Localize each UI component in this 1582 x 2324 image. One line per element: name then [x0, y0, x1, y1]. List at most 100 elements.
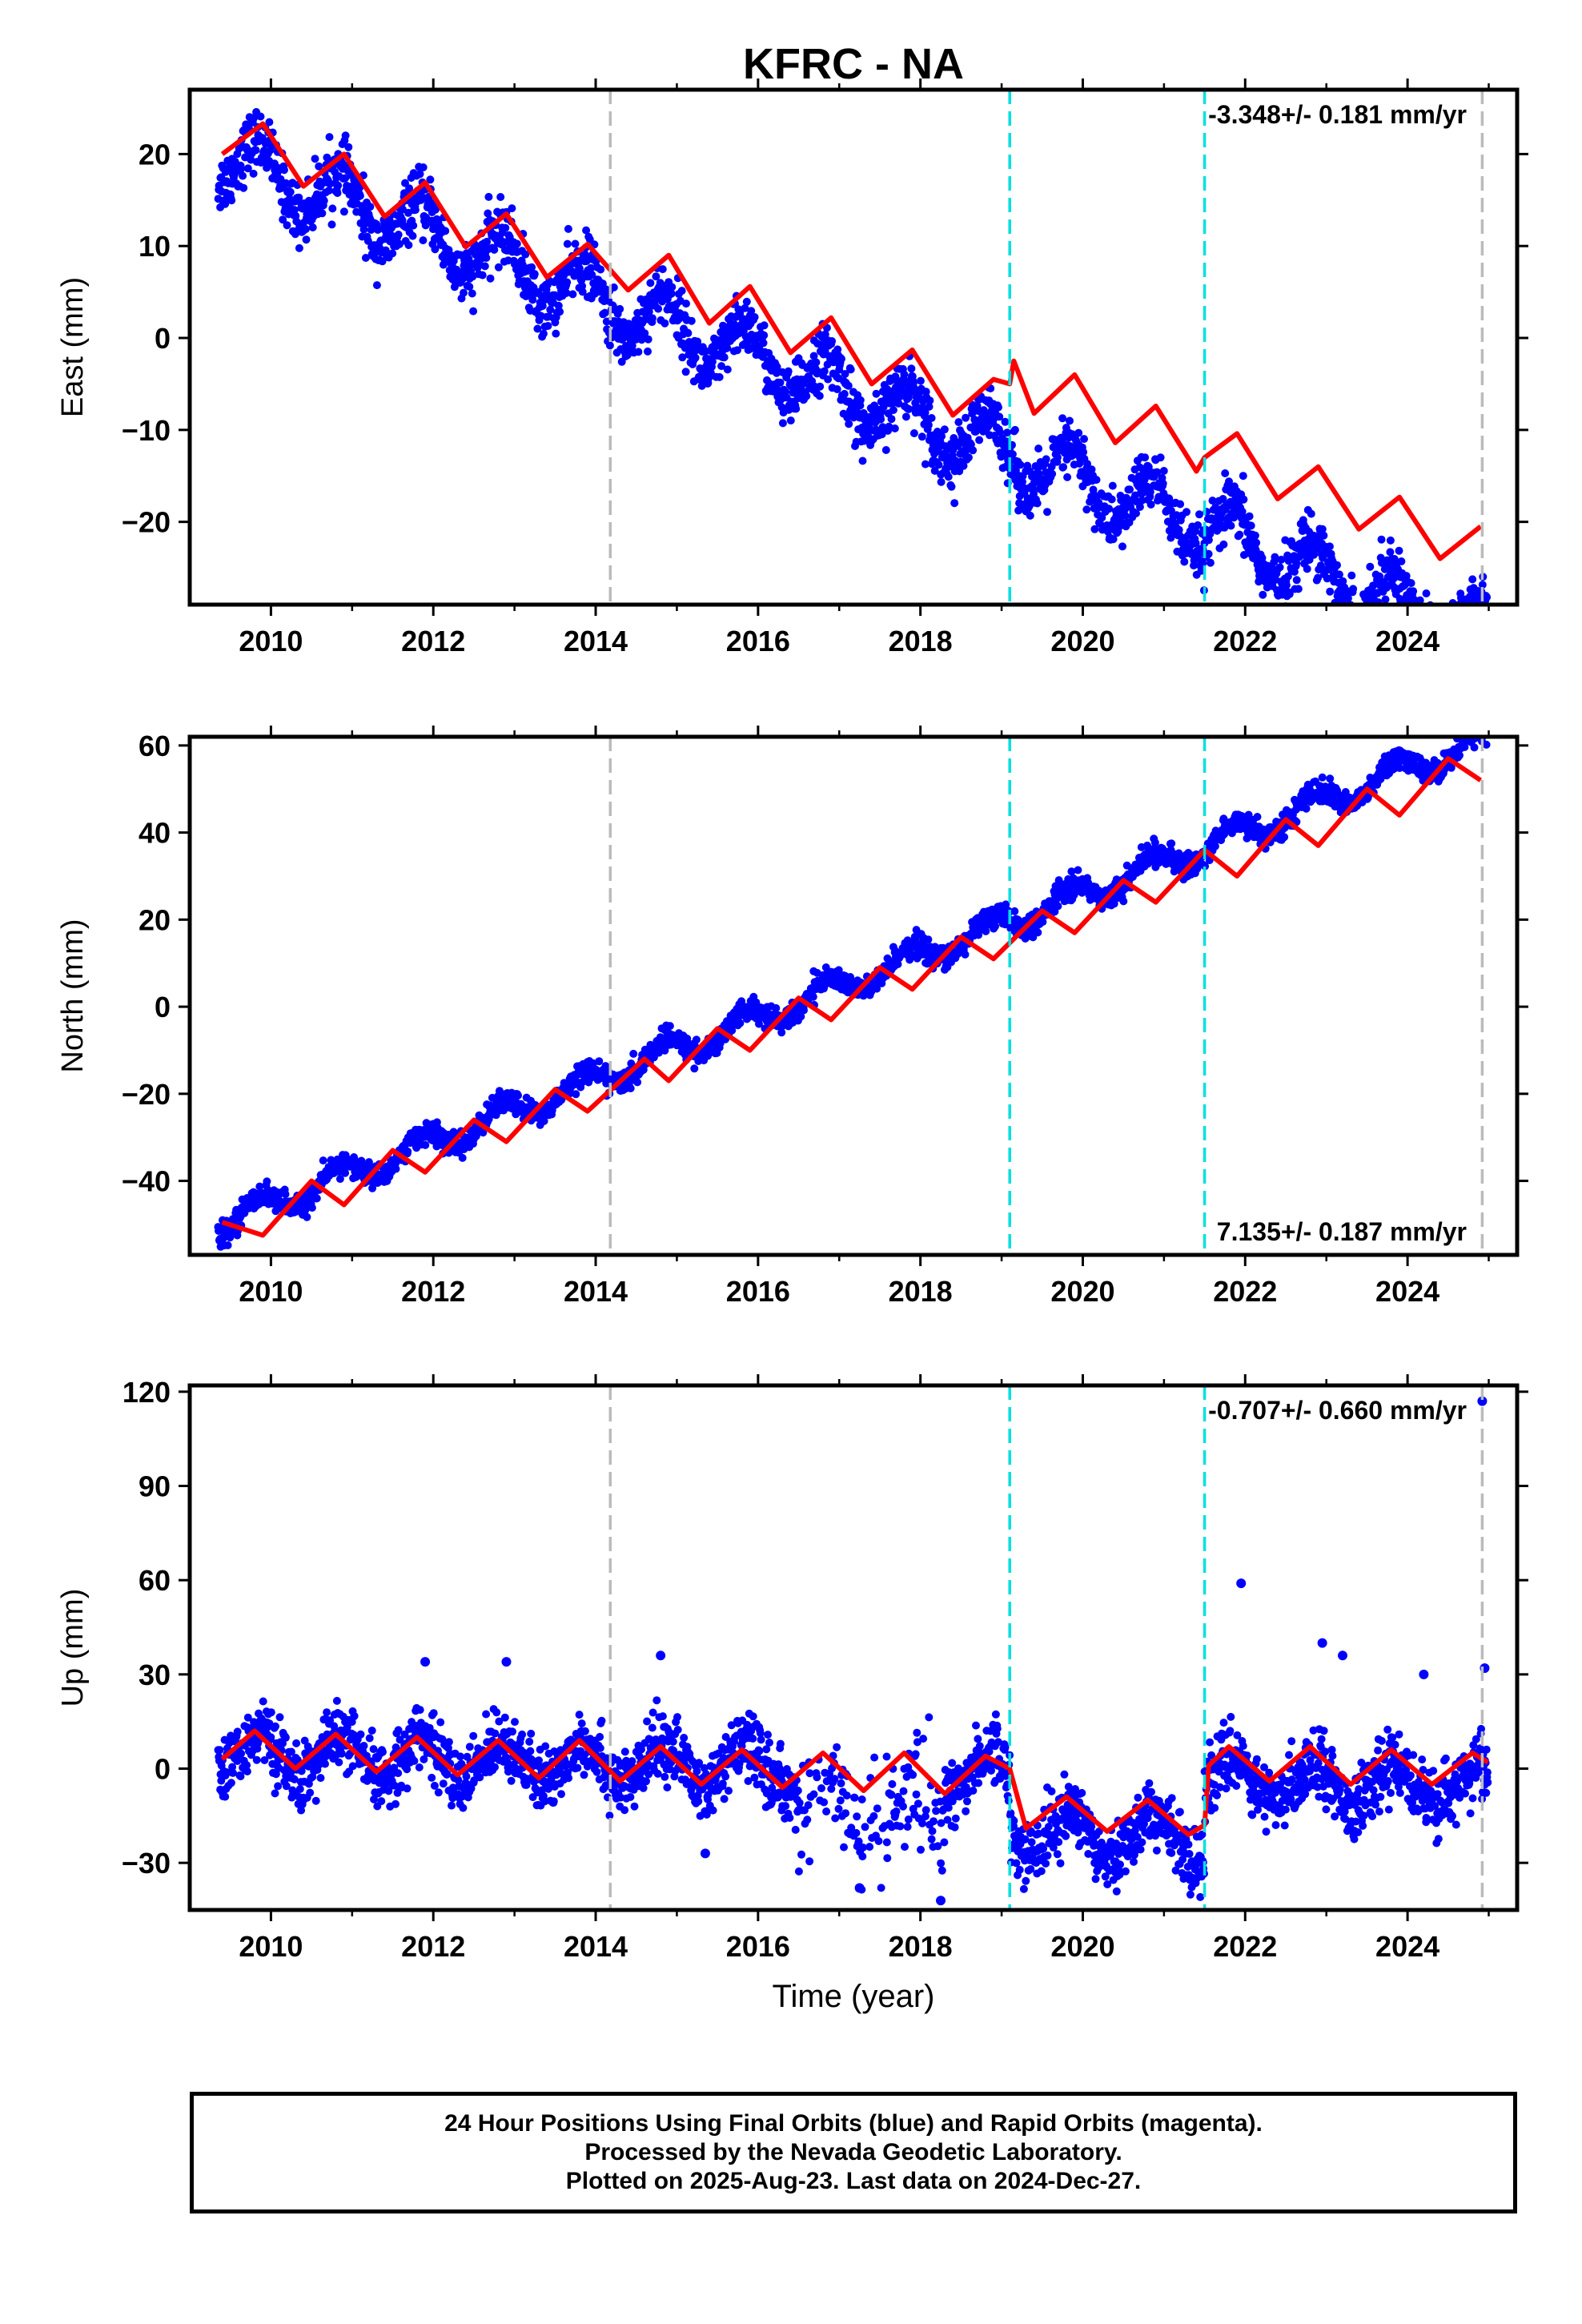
data-point — [1105, 505, 1114, 513]
data-point — [544, 322, 552, 330]
data-point — [773, 363, 781, 372]
data-point — [1280, 833, 1289, 842]
data-point — [1444, 634, 1452, 642]
data-point — [879, 403, 888, 412]
data-point — [1443, 657, 1451, 665]
data-point — [938, 432, 946, 440]
data-point — [1381, 595, 1390, 604]
data-point — [1411, 609, 1419, 617]
data-point — [1439, 616, 1447, 624]
data-point — [465, 283, 474, 291]
data-point — [1451, 613, 1459, 621]
data-point — [742, 297, 751, 306]
data-point — [431, 245, 440, 254]
data-point — [1092, 476, 1101, 485]
data-point — [962, 413, 970, 422]
data-point — [921, 408, 930, 417]
data-point — [286, 187, 295, 196]
data-point — [1259, 590, 1267, 599]
data-point — [1351, 629, 1359, 637]
data-point — [1362, 631, 1370, 639]
data-point — [1357, 613, 1365, 621]
data-point — [249, 169, 258, 178]
model-curve-0 — [220, 121, 1483, 561]
data-point — [1412, 613, 1420, 621]
data-point — [368, 1184, 377, 1192]
data-point — [833, 385, 841, 393]
data-point — [1374, 612, 1382, 620]
data-point — [1348, 635, 1356, 643]
data-point — [539, 329, 548, 338]
data-point — [1452, 616, 1460, 624]
data-point — [964, 453, 973, 462]
data-point — [1270, 607, 1278, 615]
data-point — [1363, 614, 1371, 622]
data-point — [1292, 576, 1301, 585]
data-point — [1026, 511, 1034, 520]
data-point — [1453, 629, 1461, 637]
data-point — [258, 134, 267, 143]
data-point — [1204, 549, 1213, 558]
panel-frame-0 — [187, 87, 1520, 607]
data-point — [468, 272, 477, 281]
data-point — [530, 270, 539, 279]
data-point — [1325, 542, 1334, 551]
data-point — [1165, 494, 1174, 503]
data-point — [1454, 615, 1462, 623]
data-point — [681, 368, 690, 376]
data-point — [682, 300, 690, 308]
data-point — [678, 353, 687, 362]
data-point — [1342, 610, 1350, 618]
data-point — [723, 365, 732, 374]
data-point — [1480, 624, 1488, 632]
data-point — [1176, 500, 1185, 509]
data-point — [1352, 627, 1360, 635]
data-points-1 — [214, 737, 1492, 1251]
data-point — [720, 353, 729, 362]
data-point — [1461, 613, 1469, 621]
chart-title: KFRC - NA — [743, 40, 964, 88]
data-point — [1053, 453, 1062, 462]
data-point — [1454, 627, 1462, 635]
data-point — [295, 243, 303, 252]
data-point — [587, 263, 596, 272]
data-point — [1153, 468, 1162, 476]
data-point — [1001, 417, 1010, 426]
data-point — [667, 289, 676, 298]
data-point — [514, 1091, 522, 1100]
data-point — [469, 307, 478, 316]
data-point — [1323, 574, 1331, 583]
data-point — [1180, 557, 1189, 566]
data-point — [1208, 497, 1217, 505]
data-point — [421, 221, 430, 230]
data-point — [1445, 631, 1453, 639]
data-point — [1119, 897, 1128, 906]
data-point — [339, 161, 348, 170]
data-point — [552, 329, 560, 338]
data-point — [1275, 607, 1283, 615]
data-point — [247, 155, 255, 164]
data-point — [820, 367, 829, 376]
data-point — [563, 278, 572, 287]
data-point — [328, 204, 337, 213]
data-point — [784, 367, 793, 376]
data-point — [916, 376, 925, 385]
data-point — [315, 162, 323, 171]
data-point — [708, 357, 717, 366]
data-point — [843, 413, 852, 422]
data-point — [677, 287, 686, 296]
data-point — [458, 1153, 467, 1162]
data-point — [692, 1035, 701, 1044]
data-point — [1335, 570, 1343, 579]
data-point — [1080, 435, 1088, 444]
data-point — [1349, 585, 1358, 593]
data-point — [1447, 631, 1456, 639]
data-point — [366, 203, 375, 211]
x-tick-label: 2018 — [889, 625, 953, 657]
y-tick-label: 0 — [155, 322, 171, 355]
data-point — [432, 205, 440, 214]
data-point — [1459, 623, 1467, 631]
data-point — [486, 274, 495, 283]
data-point — [1476, 606, 1484, 614]
data-point — [419, 163, 428, 171]
